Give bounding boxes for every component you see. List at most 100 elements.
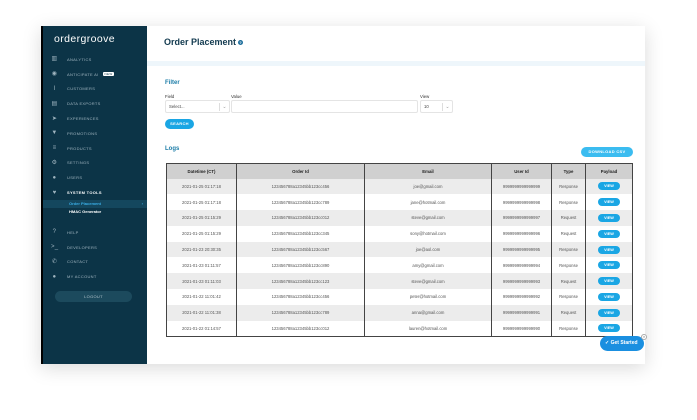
sidebar-item-anticipate-ai[interactable]: ◉ Anticipate AI NEW: [43, 67, 147, 82]
help-icon[interactable]: ?: [238, 40, 244, 46]
chevron-right-icon: ›: [141, 201, 143, 207]
table-row: 2021-01-25 01:17:18 123456788a12345bb123c…: [166, 178, 633, 195]
search-button[interactable]: SEARCH: [165, 119, 194, 129]
field-select-value: Select...: [169, 104, 185, 109]
datetime-cell: 2021-01-22 01:14:57: [166, 320, 237, 337]
value-input[interactable]: [231, 100, 418, 113]
sidebar-subitem-order-placement[interactable]: Order Placement ›: [43, 199, 147, 208]
type-cell: Response: [551, 289, 586, 305]
chart-icon: ▥: [51, 56, 58, 63]
close-icon[interactable]: ×: [641, 334, 647, 340]
order-id-cell: 123456788a12345bb123cc456: [236, 178, 365, 195]
type-cell: Response: [551, 178, 586, 195]
logs-table: Datetime (CT) Order Id Email User Id Type Pay…: [166, 163, 633, 337]
email-cell: peter@hotmail.com: [364, 289, 492, 305]
sidebar-subitem-hmac-generator[interactable]: HMAC Generator: [43, 208, 147, 216]
view-button[interactable]: VIEW: [598, 261, 620, 270]
payload-cell: VIEW: [585, 320, 633, 337]
payload-cell: VIEW: [585, 289, 633, 305]
table-row: 2021-01-25 01:15:29 123456788a12345bb123c…: [166, 225, 633, 242]
sidebar-item-help[interactable]: ? Help: [43, 225, 147, 240]
sidebar-item-experiences[interactable]: ➤ Experiences: [43, 111, 147, 126]
chevron-down-icon: ⌄: [219, 103, 229, 111]
view-button[interactable]: VIEW: [598, 324, 620, 333]
check-icon: ✓: [605, 340, 611, 346]
view-button[interactable]: VIEW: [598, 182, 620, 191]
sidebar-item-promotions[interactable]: ▼ Promotions: [43, 126, 147, 141]
view-button[interactable]: VIEW: [598, 213, 620, 222]
datetime-cell: 2021-01-25 01:15:29: [166, 210, 237, 226]
payload-cell: VIEW: [585, 178, 633, 195]
sidebar-item-data-exports[interactable]: ▤ Data Exports: [43, 96, 147, 111]
user-id-cell: 9999999999999993: [491, 273, 552, 290]
sidebar-item-settings[interactable]: ⚙ Settings: [43, 156, 147, 171]
order-id-cell: 123456788a12345bb123cc345: [236, 225, 365, 242]
sidebar-item-system-tools[interactable]: ♥ System Tools: [43, 185, 147, 200]
order-id-cell: 123456788a12345bb123cc789: [236, 194, 365, 211]
view-button[interactable]: VIEW: [598, 245, 620, 254]
datetime-cell: 2021-01-23 01:11:03: [166, 273, 237, 290]
logout-button[interactable]: LOGOUT: [55, 291, 132, 302]
view-button[interactable]: VIEW: [598, 229, 620, 238]
datetime-cell: 2021-01-25 01:15:29: [166, 225, 237, 242]
payload-cell: VIEW: [585, 257, 633, 274]
view-button[interactable]: VIEW: [598, 277, 620, 286]
email-cell: steve@gmail.com: [364, 210, 492, 226]
table-row: 2021-01-22 11:01:42 123456788a12345bb123c…: [166, 289, 633, 305]
help-icon: ?: [52, 229, 57, 236]
datetime-cell: 2021-01-23 01:11:57: [166, 257, 237, 274]
column-header: Payload: [585, 163, 633, 179]
view-button[interactable]: VIEW: [598, 292, 620, 301]
sidebar-item-label: Experiences: [67, 116, 99, 122]
sidebar-item-label: Data Exports: [67, 101, 101, 107]
sidebar-nav: ▥ Analytics ◉ Anticipate AI NEW i Customers ▤ Da…: [43, 52, 147, 284]
terminal-icon: >_: [51, 244, 59, 251]
sidebar-item-label: Help: [67, 229, 79, 235]
tools-icon: ♥: [52, 189, 57, 196]
sidebar-item-label: System Tools: [67, 190, 102, 196]
chevron-down-icon: ⌄: [442, 103, 452, 111]
sidebar-item-label: Analytics: [67, 56, 92, 62]
sidebar-item-label: Users: [67, 175, 83, 181]
main: Order Placement? Filter Field Select... ⌄…: [147, 26, 645, 364]
email-cell: amy@gmail.com: [364, 257, 492, 274]
view-button[interactable]: VIEW: [598, 308, 620, 317]
sidebar-item-contact[interactable]: ✆ Contact: [43, 255, 147, 270]
sidebar-item-label: Developers: [67, 244, 98, 250]
view-label: View: [420, 94, 430, 99]
sidebar-item-users[interactable]: ● Users: [43, 170, 147, 185]
sidebar-item-developers[interactable]: >_ Developers: [43, 240, 147, 255]
sidebar-item-my-account[interactable]: ● My Account: [43, 269, 147, 284]
content-card: Filter Field Select... ⌄ Value View 10 ⌄ S…: [147, 66, 645, 364]
datetime-cell: 2021-01-25 01:17:18: [166, 194, 237, 211]
user-id-cell: 9999999999999992: [491, 289, 552, 305]
sidebar-item-analytics[interactable]: ▥ Analytics: [43, 52, 147, 67]
user-id-cell: 9999999999999990: [491, 320, 552, 337]
payload-cell: VIEW: [585, 210, 633, 226]
email-cell: anna@gmail.com: [364, 304, 492, 321]
table-row: 2021-01-23 20:30:35 123456788a12345bb123c…: [166, 241, 633, 258]
page-title-text: Order Placement: [164, 37, 237, 47]
sidebar-item-products[interactable]: ≡ Products: [43, 141, 147, 156]
download-csv-button[interactable]: DOWNLOAD CSV: [581, 147, 633, 157]
sidebar-item-label: Settings: [67, 160, 90, 166]
sidebar-item-label: Customers: [67, 86, 96, 92]
type-cell: Response: [551, 257, 586, 274]
payload-cell: VIEW: [585, 304, 633, 321]
sidebar-item-label: Anticipate AI: [67, 71, 99, 77]
sidebar-item-label: Products: [67, 145, 92, 151]
field-select[interactable]: Select... ⌄: [165, 100, 230, 113]
field-label: Field: [165, 94, 175, 99]
view-select[interactable]: 10 ⌄: [420, 100, 453, 113]
view-button[interactable]: VIEW: [598, 198, 620, 207]
payload-cell: VIEW: [585, 225, 633, 242]
user-id-cell: 9999999999999996: [491, 225, 552, 242]
get-started-label: Get Started: [610, 340, 638, 346]
type-cell: Request: [551, 273, 586, 290]
user-id-cell: 9999999999999994: [491, 257, 552, 274]
phone-icon: ✆: [51, 258, 58, 265]
account-icon: ●: [52, 273, 57, 280]
sidebar-item-customers[interactable]: i Customers: [43, 82, 147, 97]
get-started-button[interactable]: ✓ Get Started: [600, 336, 644, 351]
datetime-cell: 2021-01-25 01:17:18: [166, 178, 237, 195]
